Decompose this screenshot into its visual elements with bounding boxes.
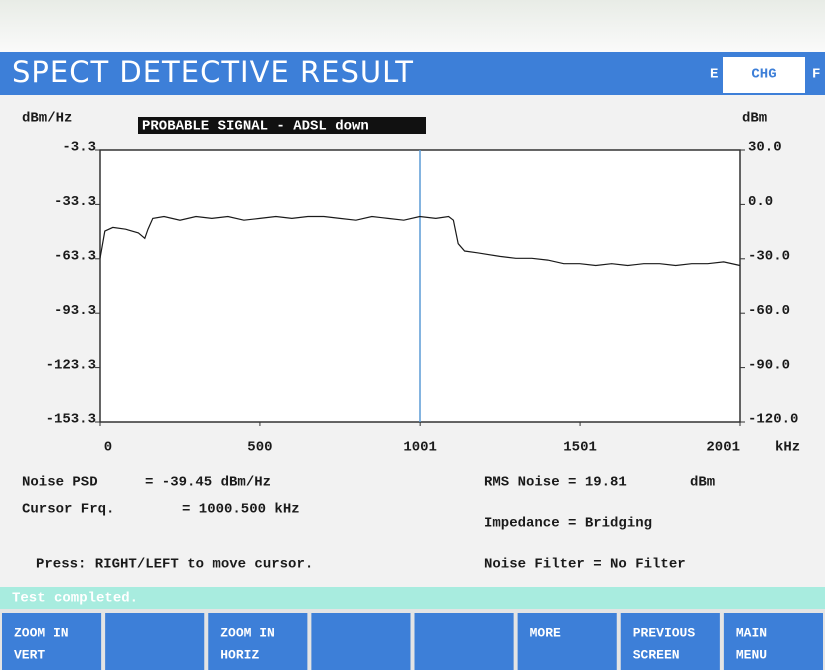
softkey-label[interactable]: PREVIOUS	[633, 625, 696, 640]
title-bar	[0, 52, 825, 95]
softkey-label[interactable]: MAIN	[736, 625, 767, 640]
active-tab[interactable]	[723, 57, 805, 93]
status-text: Test completed.	[12, 591, 138, 607]
readout-value: = -39.45 dBm/Hz	[145, 475, 271, 491]
y-axis-label: dBm/Hz	[22, 111, 72, 127]
y2-tick-label: 0.0	[748, 194, 773, 210]
x-axis-label: kHz	[775, 440, 800, 456]
y2-tick-label: -120.0	[748, 412, 798, 428]
softkey-label[interactable]: ZOOM IN	[220, 625, 275, 640]
softkey[interactable]	[105, 613, 205, 670]
y-tick-label: -153.3	[46, 412, 96, 428]
readout: Impedance = Bridging	[484, 516, 652, 532]
x-tick-label: 1001	[403, 440, 437, 456]
softkey-label[interactable]: MENU	[736, 647, 767, 662]
tab[interactable]: CHG	[751, 67, 776, 83]
softkey[interactable]	[208, 613, 308, 670]
y-tick-label: -33.3	[54, 194, 96, 210]
top-margin	[0, 0, 825, 52]
status-bar	[0, 587, 825, 609]
softkey[interactable]	[311, 613, 411, 670]
y2-tick-label: -30.0	[748, 249, 790, 265]
y-tick-label: -93.3	[54, 303, 96, 319]
softkey-label[interactable]: MORE	[530, 625, 561, 640]
annotation: PROBABLE SIGNAL - ADSL down	[142, 119, 369, 135]
hint: Press: RIGHT/LEFT to move cursor.	[36, 557, 313, 573]
y2-tick-label: -90.0	[748, 357, 790, 373]
tab[interactable]: F	[812, 67, 820, 83]
softkey[interactable]	[2, 613, 102, 670]
softkey[interactable]	[517, 613, 617, 670]
readout: Noise Filter = No Filter	[484, 557, 686, 573]
y-tick-label: -3.3	[62, 140, 96, 156]
y2-axis-label: dBm	[742, 111, 767, 127]
softkeys: ZOOM IN VERT ZOOM IN HORIZ MORE PREVIOUS SCREE…	[2, 613, 823, 670]
x-tick-label: 1501	[563, 440, 597, 456]
y2-tick-label: -60.0	[748, 303, 790, 319]
readout-unit: dBm	[690, 475, 715, 491]
x-tick-label: 0	[104, 440, 112, 456]
y-tick-label: -63.3	[54, 249, 96, 265]
tab[interactable]: E	[710, 67, 718, 83]
y2-tick-label: 30.0	[748, 140, 782, 156]
softkey-label[interactable]: ZOOM IN	[14, 625, 69, 640]
softkey[interactable]	[620, 613, 720, 670]
plot: -3.3 -33.3 -63.3 -93.3 -123.3 -153.3 30.0 0.0 -3…	[46, 140, 799, 456]
softkey[interactable]	[414, 613, 514, 670]
softkey-label[interactable]: SCREEN	[633, 647, 680, 662]
x-tick-label: 500	[247, 440, 272, 456]
trace	[99, 215, 741, 267]
readout-label: Noise PSD	[22, 475, 98, 491]
annotation-box	[138, 117, 426, 134]
softkey-label[interactable]: VERT	[14, 647, 45, 662]
readout-label: Cursor Frq.	[22, 502, 114, 518]
screen-title: SPECT DETECTIVE RESULT	[12, 55, 414, 89]
x-tick-label: 2001	[706, 440, 740, 456]
readout: RMS Noise = 19.81	[484, 475, 627, 491]
softkey[interactable]	[723, 613, 823, 670]
y-tick-label: -123.3	[46, 357, 96, 373]
readout-value: = 1000.500 kHz	[182, 502, 300, 518]
softkey-label[interactable]: HORIZ	[220, 647, 259, 662]
